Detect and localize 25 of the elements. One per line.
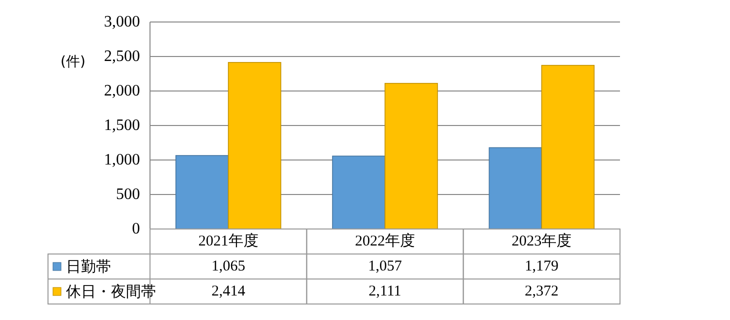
- data-label: 2,372: [524, 284, 559, 300]
- legend-label: 日勤帯: [66, 258, 111, 276]
- bar: [488, 147, 542, 230]
- data-label: 1,057: [368, 258, 402, 274]
- data-label: 1,065: [211, 258, 246, 274]
- y-tick-label: 2,500: [104, 48, 140, 65]
- bar: [541, 64, 595, 230]
- x-tick-label: 2022年度: [355, 232, 415, 250]
- y-tick-label: 1,000: [104, 152, 140, 168]
- data-label: 2,414: [211, 284, 246, 300]
- bar: [332, 156, 386, 230]
- x-tick-label: 2021年度: [198, 232, 258, 250]
- bar: [384, 82, 438, 230]
- legend-label: 休日・夜間帯: [66, 282, 156, 300]
- y-axis-title: (件): [60, 54, 86, 70]
- y-tick-label: 3,000: [104, 14, 140, 30]
- data-label: 2,111: [368, 284, 402, 300]
- data-label: 1,179: [524, 258, 559, 274]
- y-tick-label: 0: [132, 220, 140, 238]
- y-tick-label: 500: [116, 186, 140, 203]
- bar: [175, 155, 229, 230]
- x-tick-label: 2023年度: [512, 232, 572, 250]
- bar: [228, 62, 282, 230]
- y-tick-label: 2,000: [104, 82, 140, 100]
- y-tick-label: 1,500: [104, 117, 140, 134]
